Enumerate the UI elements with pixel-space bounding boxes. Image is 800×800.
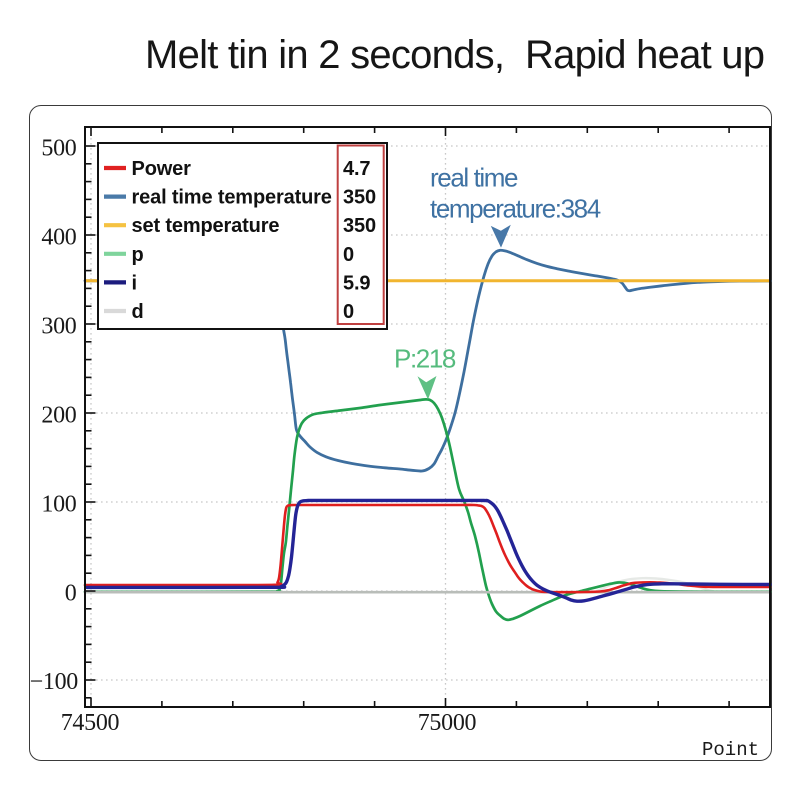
svg-text:Point: Point: [702, 739, 759, 761]
svg-text:i: i: [132, 272, 137, 294]
svg-text:400: 400: [41, 225, 76, 251]
svg-text:300: 300: [41, 314, 76, 340]
svg-text:0: 0: [343, 244, 354, 266]
svg-text:100: 100: [41, 492, 76, 518]
svg-text:200: 200: [41, 403, 76, 429]
svg-text:real time: real time: [430, 163, 518, 193]
svg-text:set temperature: set temperature: [132, 215, 280, 237]
svg-text:d: d: [132, 301, 144, 323]
svg-text:350: 350: [343, 215, 376, 237]
svg-text:p: p: [132, 244, 144, 266]
svg-text:P:218: P:218: [394, 344, 456, 374]
svg-text:0: 0: [343, 301, 354, 323]
svg-text:500: 500: [41, 136, 76, 162]
svg-text:4.7: 4.7: [343, 158, 370, 180]
svg-text:real time temperature: real time temperature: [132, 187, 332, 209]
svg-text:−100: −100: [30, 669, 79, 695]
svg-text:74500: 74500: [61, 710, 120, 736]
svg-text:temperature:384: temperature:384: [430, 194, 601, 224]
svg-text:75000: 75000: [418, 710, 477, 736]
svg-text:0: 0: [65, 581, 77, 607]
svg-text:350: 350: [343, 187, 376, 209]
svg-text:5.9: 5.9: [343, 272, 370, 294]
svg-text:Power: Power: [132, 158, 192, 180]
